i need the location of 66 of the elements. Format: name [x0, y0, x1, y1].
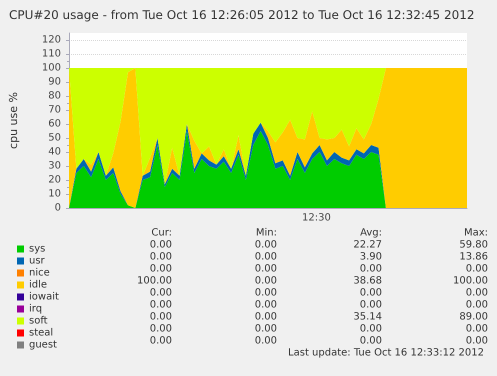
- y-tick-label: 40: [48, 146, 61, 158]
- y-tick-label: 10: [48, 188, 61, 200]
- text: 0.00: [150, 312, 172, 322]
- y-tick-label: 100: [42, 62, 61, 74]
- text: 0.00: [466, 300, 488, 310]
- text: 0.00: [150, 336, 172, 346]
- text: 0.00: [360, 264, 382, 274]
- y-tick-label: 20: [48, 174, 61, 186]
- text: 0.00: [254, 276, 277, 286]
- text: 0.00: [254, 324, 277, 334]
- text: 0.00: [150, 264, 172, 274]
- y-tick-label: 90: [48, 76, 61, 88]
- text: 35.14: [353, 312, 382, 322]
- legend-label: guest: [29, 340, 58, 350]
- text: 0.00: [466, 264, 488, 274]
- text: 0.00: [254, 300, 277, 310]
- text: 0.00: [150, 252, 172, 262]
- y-tick-label: 120: [42, 34, 61, 46]
- text: 0.00: [466, 324, 488, 334]
- text: Max:: [464, 228, 488, 238]
- y-tick-label: 70: [48, 104, 61, 116]
- legend-label: idle: [29, 280, 48, 290]
- text: 22.27: [353, 240, 382, 250]
- y-axis-title: cpu use %: [7, 92, 20, 149]
- text: 12:30: [302, 212, 331, 224]
- text: 0.00: [254, 312, 277, 322]
- text: 59.80: [459, 240, 488, 250]
- text: 0.00: [254, 252, 277, 262]
- text: 0.00: [466, 336, 488, 346]
- legend-label: sys: [29, 244, 46, 254]
- text: 0.00: [254, 240, 277, 250]
- y-tick-label: 30: [48, 160, 61, 172]
- text: Cur:: [151, 228, 172, 238]
- text: 38.68: [353, 276, 382, 286]
- text: 0.00: [150, 240, 172, 250]
- text: Avg:: [360, 228, 382, 238]
- text: 0.00: [254, 288, 277, 298]
- text: 0.00: [254, 336, 277, 346]
- y-tick-label: 80: [48, 90, 61, 102]
- text: 13.86: [459, 252, 488, 262]
- text: Last update: Tue Oct 16 12:33:12 2012: [288, 348, 484, 358]
- text: 3.90: [360, 252, 382, 262]
- text: 0.00: [360, 324, 382, 334]
- text: 100.00: [137, 276, 172, 286]
- y-tick-label: 110: [42, 48, 61, 60]
- text: 0.00: [150, 324, 172, 334]
- text: 0.00: [254, 264, 277, 274]
- text: 100.00: [453, 276, 488, 286]
- legend-label: iowait: [29, 292, 59, 302]
- text: 0.00: [150, 300, 172, 310]
- text: 0.00: [360, 336, 382, 346]
- text: 0.00: [466, 288, 488, 298]
- legend-label: nice: [29, 268, 50, 278]
- text: Min:: [256, 228, 278, 238]
- chart-title: CPU#20 usage - from Tue Oct 16 12:26:05 2012 to Tue Oct 16 12:32:45 2012: [9, 8, 475, 22]
- y-tick-label: 50: [48, 132, 61, 144]
- text: 0.00: [150, 288, 172, 298]
- y-tick-label: 0: [54, 202, 61, 214]
- y-tick-label: 60: [48, 118, 61, 130]
- legend-label: usr: [29, 256, 46, 266]
- legend-label: steal: [29, 328, 54, 338]
- text: 0.00: [360, 288, 382, 298]
- legend-label: soft: [29, 316, 48, 326]
- legend-label: irq: [29, 304, 42, 314]
- text: 89.00: [459, 312, 488, 322]
- text: 0.00: [360, 300, 382, 310]
